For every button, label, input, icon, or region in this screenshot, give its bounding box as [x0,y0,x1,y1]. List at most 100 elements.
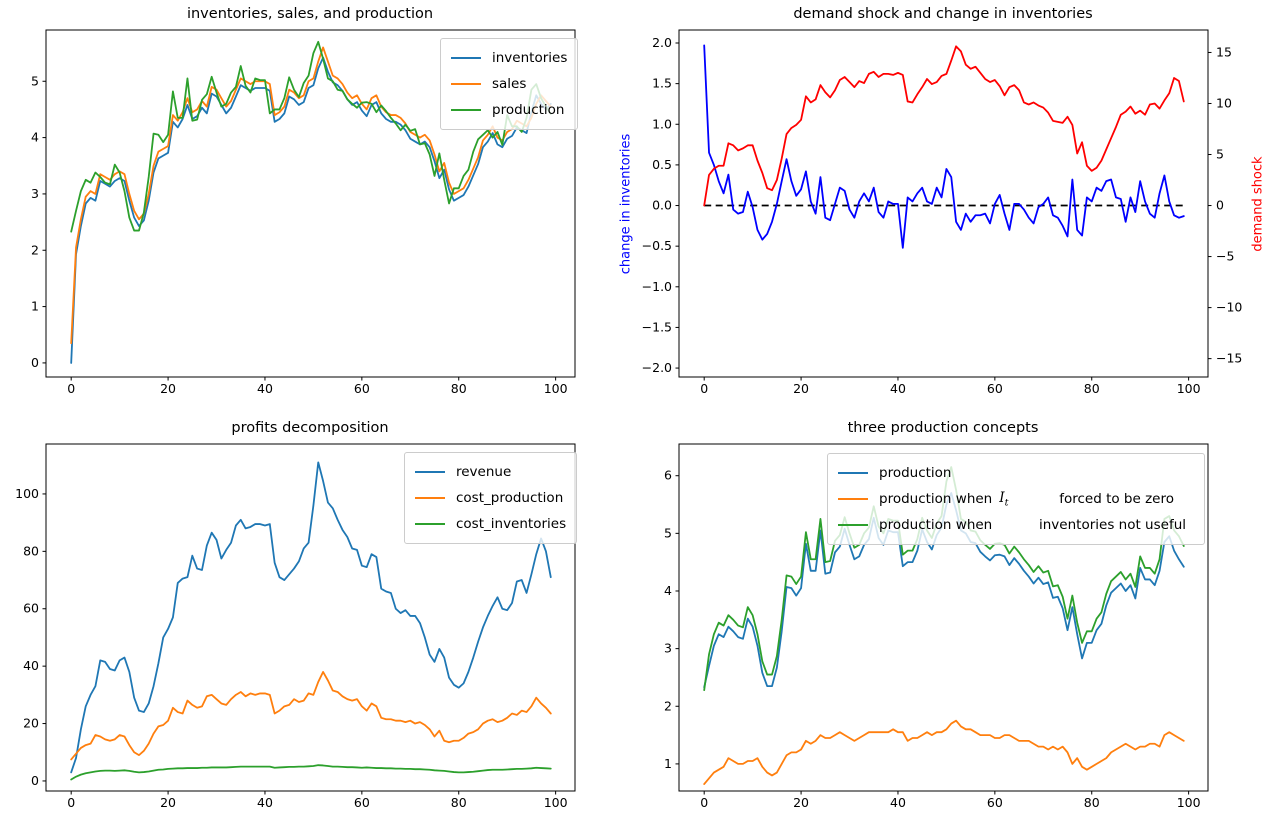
legend-row: sales [451,71,567,97]
y-tick-label-right: −5 [1216,249,1234,264]
plot-area-top_left [70,40,552,364]
y-tick-label-right: 15 [1216,44,1232,59]
legend-row: production [451,97,567,123]
y-tick-label-right: −10 [1216,300,1242,315]
x-tick-label: 100 [544,795,568,810]
series-line-production-when-i-t-forced-to-be-zero [703,719,1185,785]
math-I: I [999,489,1005,506]
x-tick-label: 0 [700,381,708,396]
legend-line-cost-production [415,496,445,500]
title-profits-decomposition: profits decomposition [231,420,389,436]
y-tick-label: −1.0 [642,279,672,294]
axis-ticks-bottom_left: 0 20 40 60 80 100 0 20 40 60 80 100 [15,486,567,810]
title-demand-shock-change-inventories: demand shock and change in inventories [793,6,1093,22]
axis-ticks-top_right: 0 20 40 60 80 100−2.0−1.5−1.0−0.50.00.51.01.5… [642,35,1243,396]
legend-label-inventories: inventories [492,50,568,66]
y-tick-label: −2.0 [642,360,672,375]
y-tick-label: 5 [664,525,672,540]
legend-line-sales [451,82,481,86]
y-tick-label-right: 0 [1216,198,1224,213]
legend-row: production when It forced to be zero [838,486,1194,512]
series-line-change-in-inventories [703,44,1185,249]
legend-label-production-when: production when [879,517,993,533]
y-tick-label: 0 [31,355,39,370]
x-tick-label: 40 [890,381,906,396]
y-tick-label: 40 [23,658,39,673]
legend-row: production [838,460,1194,486]
axes-spines-top_left [45,29,576,378]
x-tick-label: 100 [544,381,568,396]
x-tick-label: 60 [354,795,370,810]
math-sub-t: t [1004,497,1009,509]
legend-three-production-concepts: production production when It forced to … [827,453,1205,545]
legend-label-cost-inventories: cost_inventories [456,516,567,532]
y-tick-label: 2.0 [652,35,672,50]
legend-line-production [838,471,868,475]
y-tick-label: 20 [23,716,39,731]
series-line-cost-inventories [70,764,552,781]
x-tick-label: 60 [987,381,1003,396]
legend-label-cost-production: cost_production [456,490,564,506]
legend-label-inventories-not-useful: inventories not useful [1039,517,1186,533]
legend-line-revenue [415,470,445,474]
x-tick-label: 80 [451,381,467,396]
legend-label-production: production [492,102,565,118]
x-tick-label: 20 [793,795,809,810]
axis-ticks-top_left: 0 20 40 60 80 100 0 1 2 3 4 5 [31,73,568,396]
legend-label-forced-to-be-zero: forced to be zero [1059,491,1174,507]
y-tick-label: 2 [664,698,672,713]
title-inventories-sales-production: inventories, sales, and production [186,6,434,22]
x-tick-label: 80 [1084,795,1100,810]
series-line-sales [70,46,552,345]
axes-spines-bottom_left [45,443,576,792]
ylabel-demand-shock: demand shock [1250,156,1266,252]
x-tick-label: 0 [700,795,708,810]
x-tick-label: 20 [160,795,176,810]
legend-row: cost_production [415,485,566,511]
y-tick-label: 100 [15,486,39,501]
legend-line-inventories [451,56,481,60]
y-tick-label: 2 [31,242,39,257]
y-tick-label: 0.0 [652,198,672,213]
legend-line-production-no-inventories [838,523,868,527]
axes-spines-bottom_right [678,443,1209,792]
legend-inventories-sales-production: inventories sales production [440,38,579,130]
y-tick-label-right: −15 [1216,351,1242,366]
legend-line-cost-inventories [415,522,445,526]
ylabel-change-in-inventories: change in inventories [618,133,634,275]
y-tick-label: −0.5 [642,238,672,253]
legend-row: revenue [415,459,566,485]
legend-line-production-forced [838,497,868,501]
x-tick-label: 60 [987,795,1003,810]
x-tick-label: 80 [1084,381,1100,396]
x-tick-label: 40 [890,795,906,810]
legend-label-sales: sales [492,76,527,92]
legend-row: production when inventories not useful [838,512,1194,538]
y-tick-label: 4 [31,130,39,145]
legend-profits-decomposition: revenue cost_production cost_inventories [404,452,578,544]
y-tick-label: −1.5 [642,319,672,334]
math-I-sub-t: It [999,490,1008,509]
series-line-demand-shock [703,45,1185,207]
y-tick-label: 1 [664,756,672,771]
x-tick-label: 40 [257,381,273,396]
x-tick-label: 80 [451,795,467,810]
axis-ticks-bottom_right: 0 20 40 60 80 100 1 2 3 4 5 6 [664,468,1201,810]
x-tick-label: 100 [1177,381,1201,396]
series-line-inventories [70,56,552,364]
title-three-production-concepts: three production concepts [847,420,1039,436]
series-line-revenue [70,461,552,774]
y-tick-label: 60 [23,601,39,616]
plot-area-bottom_left [70,461,552,781]
y-tick-label: 5 [31,73,39,88]
x-tick-label: 60 [354,381,370,396]
y-tick-label-right: 5 [1216,147,1224,162]
y-tick-label-right: 10 [1216,95,1232,110]
x-tick-label: 0 [67,381,75,396]
x-tick-label: 40 [257,795,273,810]
x-tick-label: 100 [1177,795,1201,810]
y-tick-label: 0.5 [652,157,672,172]
x-tick-label: 20 [793,381,809,396]
